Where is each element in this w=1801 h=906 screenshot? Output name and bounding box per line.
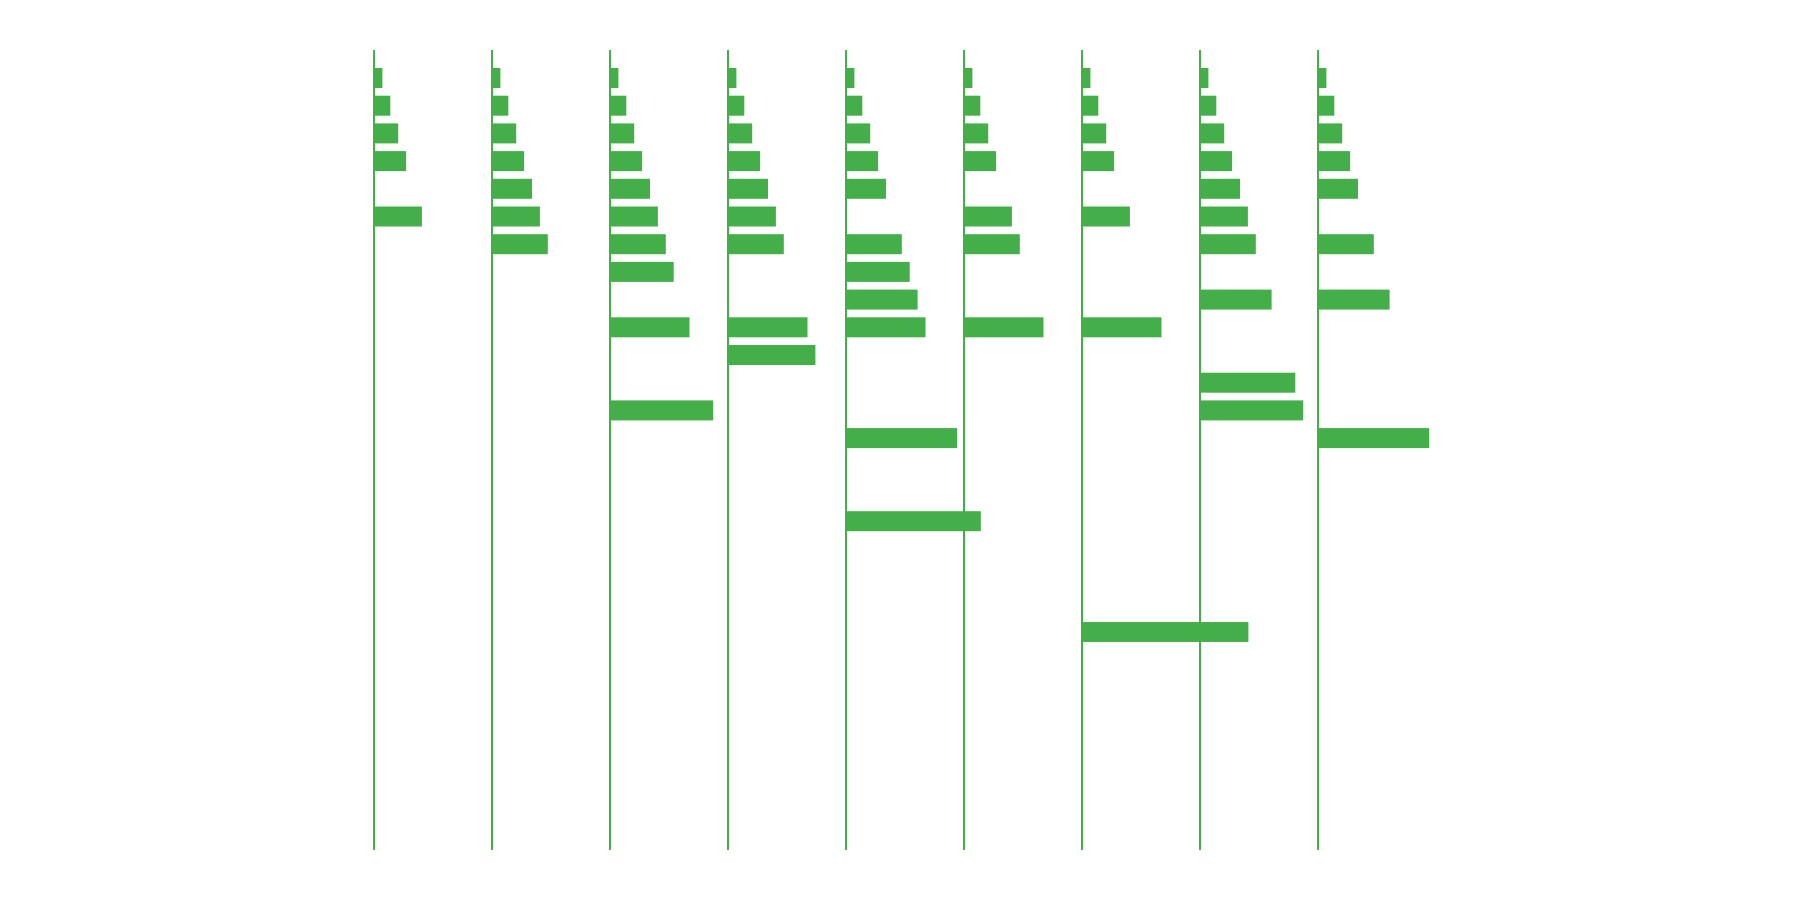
bar-panel-4-row-1 xyxy=(728,68,737,88)
panel-6 xyxy=(963,50,1044,850)
panel-5 xyxy=(845,50,981,850)
bar-panel-9-row-5 xyxy=(1318,178,1358,199)
panel-8 xyxy=(1199,50,1304,850)
bar-panel-8-row-2 xyxy=(1200,95,1217,116)
bar-panel-7-row-4 xyxy=(1082,151,1115,172)
bar-panel-5-row-1 xyxy=(846,68,855,88)
bar-panel-8-row-13 xyxy=(1200,400,1304,421)
bar-panel-3-row-6 xyxy=(610,206,658,227)
bar-panel-3-row-4 xyxy=(610,151,643,172)
bar-panel-1-row-1 xyxy=(374,68,383,88)
bar-panel-3-row-3 xyxy=(610,123,635,144)
bar-panel-4-row-5 xyxy=(728,178,768,199)
bar-panel-3-row-10 xyxy=(610,317,690,338)
bar-panel-3-row-5 xyxy=(610,178,650,199)
panel-4 xyxy=(727,50,816,850)
bar-panel-4-row-7 xyxy=(728,234,784,255)
bar-panel-9-row-9 xyxy=(1318,289,1390,310)
bar-panel-5-row-2 xyxy=(846,95,863,116)
bar-panel-8-row-6 xyxy=(1200,206,1248,227)
bar-panel-6-row-10 xyxy=(964,317,1044,338)
bar-panel-6-row-6 xyxy=(964,206,1012,227)
bar-panel-7-row-3 xyxy=(1082,123,1107,144)
bar-panel-8-row-1 xyxy=(1200,68,1209,88)
bar-panel-1-row-6 xyxy=(374,206,422,227)
bar-panel-9-row-4 xyxy=(1318,151,1351,172)
bar-panel-2-row-4 xyxy=(492,151,525,172)
bar-panel-2-row-5 xyxy=(492,178,532,199)
bar-panel-5-row-8 xyxy=(846,261,910,282)
bar-panel-7-row-21 xyxy=(1082,622,1249,642)
bar-panel-8-row-5 xyxy=(1200,178,1240,199)
bar-panel-7-row-2 xyxy=(1082,95,1099,116)
bar-panel-3-row-1 xyxy=(610,68,619,88)
bar-panel-3-row-2 xyxy=(610,95,627,116)
bar-panel-4-row-4 xyxy=(728,151,761,172)
bar-panel-4-row-2 xyxy=(728,95,745,116)
bar-panel-8-row-3 xyxy=(1200,123,1225,144)
bar-panel-9-row-14 xyxy=(1318,428,1430,449)
bar-panel-2-row-3 xyxy=(492,123,517,144)
panel-1 xyxy=(373,50,422,850)
bar-panel-8-row-4 xyxy=(1200,151,1233,172)
panel-9 xyxy=(1317,50,1430,850)
bar-panel-4-row-10 xyxy=(728,317,808,338)
bar-panel-2-row-7 xyxy=(492,234,548,255)
bar-panel-4-row-3 xyxy=(728,123,753,144)
bar-panel-5-row-7 xyxy=(846,234,902,255)
bar-panel-5-row-9 xyxy=(846,289,918,310)
panel-7 xyxy=(1081,50,1249,850)
bar-panel-3-row-13 xyxy=(610,400,714,421)
bar-panel-5-row-4 xyxy=(846,151,879,172)
bar-panel-8-row-12 xyxy=(1200,372,1296,393)
bar-panel-6-row-7 xyxy=(964,234,1020,255)
bar-panel-3-row-7 xyxy=(610,234,666,255)
bar-panel-8-row-9 xyxy=(1200,289,1272,310)
bar-panel-5-row-3 xyxy=(846,123,871,144)
bar-panel-5-row-14 xyxy=(846,428,958,449)
bar-panel-5-row-17 xyxy=(846,511,981,532)
bar-panel-7-row-1 xyxy=(1082,68,1091,88)
bar-panel-1-row-3 xyxy=(374,123,399,144)
bar-panel-7-row-6 xyxy=(1082,206,1130,227)
bar-panel-9-row-3 xyxy=(1318,123,1343,144)
bar-panel-6-row-3 xyxy=(964,123,989,144)
bar-panel-4-row-11 xyxy=(728,345,816,365)
bar-panel-5-row-10 xyxy=(846,317,926,338)
bar-panel-4-row-6 xyxy=(728,206,776,227)
bar-panel-2-row-6 xyxy=(492,206,540,227)
bar-panel-2-row-1 xyxy=(492,68,501,88)
bar-panel-9-row-1 xyxy=(1318,68,1327,88)
bar-panel-6-row-4 xyxy=(964,151,997,172)
bar-panel-1-row-2 xyxy=(374,95,391,116)
bar-panel-6-row-1 xyxy=(964,68,973,88)
bar-panel-7-row-10 xyxy=(1082,317,1162,338)
bar-panel-6-row-2 xyxy=(964,95,981,116)
bar-panel-1-row-4 xyxy=(374,151,407,172)
bar-panel-5-row-5 xyxy=(846,178,886,199)
bar-panel-3-row-8 xyxy=(610,261,674,282)
bar-panel-9-row-7 xyxy=(1318,234,1374,255)
bar-panel-9-row-2 xyxy=(1318,95,1335,116)
bar-panel-8-row-7 xyxy=(1200,234,1256,255)
panel-3 xyxy=(609,50,714,850)
panel-2 xyxy=(491,50,548,850)
bar-panel-2-row-2 xyxy=(492,95,509,116)
